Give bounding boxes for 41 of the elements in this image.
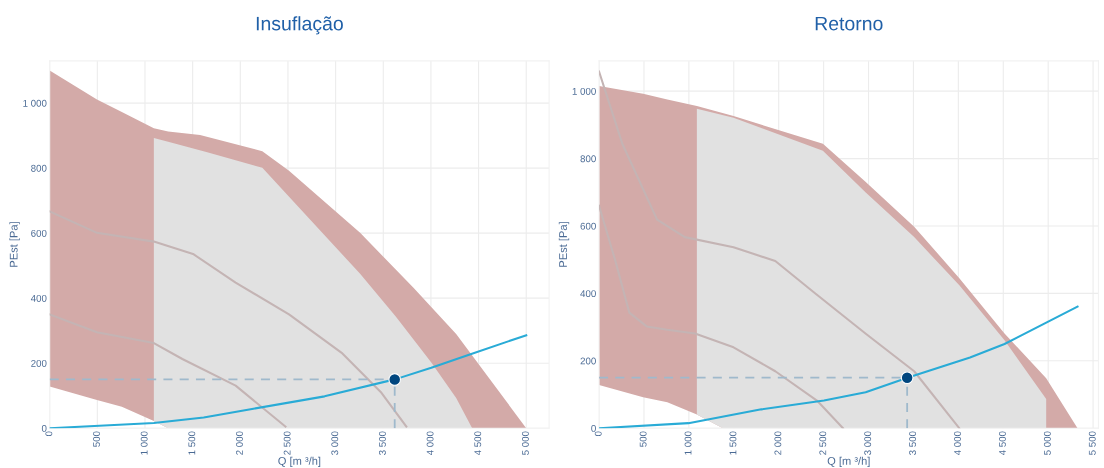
y-tick-label: 200: [580, 357, 596, 365]
chart-title: Retorno: [815, 16, 883, 31]
y-tick-label: 800: [31, 164, 47, 172]
x-tick-label: 2 000: [774, 431, 782, 455]
x-tick-label: 2 000: [236, 431, 243, 455]
x-tick-label: 3 500: [378, 431, 386, 455]
x-tick-label: 3 500: [909, 431, 917, 455]
x-tick-label: 4 500: [998, 431, 1006, 456]
y-tick-label: 800: [580, 155, 596, 163]
x-tick-label: 500: [93, 431, 100, 447]
y-tick-label: 1 000: [23, 99, 47, 107]
x-tick-label: 4 500: [474, 431, 482, 456]
x-tick-label: 1 500: [729, 431, 737, 455]
x-tick-label: 2 500: [819, 431, 827, 455]
x-tick-label: 0: [594, 431, 602, 437]
x-tick-label: 5 000: [521, 431, 529, 455]
chart-title: Insuflação: [256, 16, 343, 35]
x-tick-label: 5 000: [1043, 431, 1051, 455]
y-axis-title: PEst [Pa]: [9, 222, 20, 267]
y-axis-title: PEst [Pa]: [558, 222, 570, 267]
x-axis-title: Q [m ³/h]: [827, 456, 870, 468]
y-tick-label: 200: [31, 359, 47, 367]
y-tick-label: 600: [580, 222, 596, 230]
y-tick-label: 400: [580, 290, 596, 298]
x-tick-label: 1 500: [188, 431, 196, 455]
x-tick-label: 3 000: [331, 431, 339, 455]
x-tick-label: 4 000: [426, 431, 434, 456]
y-tick-label: 0: [41, 424, 47, 432]
y-tick-label: 400: [30, 294, 47, 302]
x-tick-label: 3 000: [864, 431, 872, 455]
x-tick-label: 5 500: [1088, 431, 1096, 455]
x-tick-label: 2 500: [283, 431, 291, 455]
y-tick-label: 1 000: [572, 87, 596, 95]
x-tick-label: 500: [639, 431, 647, 447]
x-axis-title: Q [m ³/h]: [278, 456, 321, 468]
y-tick-label: 600: [31, 229, 47, 237]
x-tick-label: 0: [45, 431, 53, 437]
x-tick-label: 4 000: [954, 431, 961, 456]
x-tick-label: 1 000: [140, 431, 148, 455]
y-tick-label: 0: [591, 424, 596, 432]
x-tick-label: 1 000: [684, 431, 692, 455]
